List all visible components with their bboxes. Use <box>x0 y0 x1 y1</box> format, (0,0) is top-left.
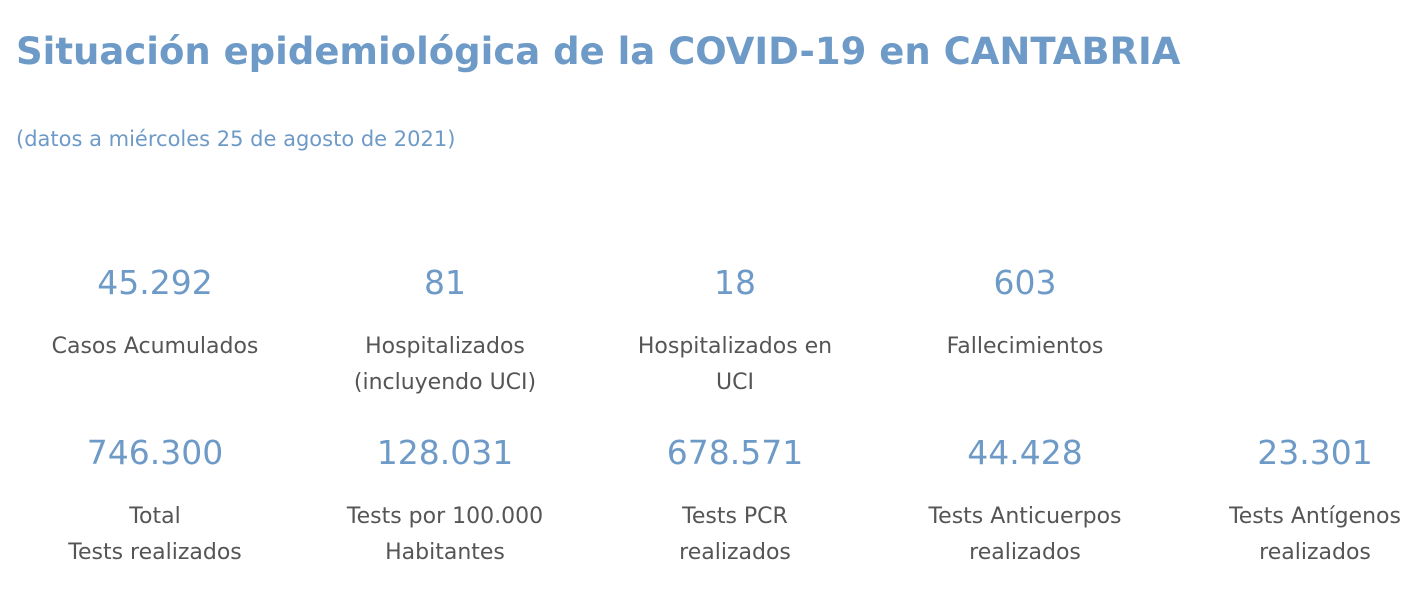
page-subtitle: (datos a miércoles 25 de agosto de 2021) <box>16 127 456 151</box>
stat-label-line: Tests PCR <box>682 504 788 529</box>
stat-value: 128.031 <box>376 433 514 472</box>
stat-label: Hospitalizados en UCI <box>590 329 880 401</box>
stat-label: Casos Acumulados <box>10 329 300 365</box>
stat-label-line: Tests Antígenos <box>1229 504 1401 529</box>
stat-label: Hospitalizados (incluyendo UCI) <box>300 329 590 401</box>
stat-label-line: Fallecimientos <box>946 334 1104 359</box>
stat-label-line: UCI <box>716 370 754 395</box>
stat-label-line: Tests realizados <box>68 540 242 565</box>
stat-card: 128.031 Tests por 100.000 Habitantes <box>300 433 590 571</box>
stat-label: Tests por 100.000 Habitantes <box>300 499 590 571</box>
stat-label-line: Total <box>129 504 181 529</box>
stat-card: 603 Fallecimientos <box>880 263 1170 365</box>
stat-label-line: realizados <box>679 540 791 565</box>
stat-card: 45.292 Casos Acumulados <box>10 263 300 365</box>
stat-value: 603 <box>993 263 1057 302</box>
stat-label: Total Tests realizados <box>10 499 300 571</box>
stat-value: 44.428 <box>967 433 1083 472</box>
stat-label-line: Hospitalizados <box>365 334 525 359</box>
stat-value: 23.301 <box>1257 433 1373 472</box>
stat-label-line: Tests por 100.000 <box>346 504 544 529</box>
stat-card: 81 Hospitalizados (incluyendo UCI) <box>300 263 590 401</box>
stat-label: Tests Antígenos realizados <box>1170 499 1428 571</box>
stat-label: Tests Anticuerpos realizados <box>880 499 1170 571</box>
stat-label-line: Casos Acumulados <box>51 334 259 359</box>
stat-label-line: Habitantes <box>385 540 505 565</box>
stat-card: 44.428 Tests Anticuerpos realizados <box>880 433 1170 571</box>
stat-label-line: realizados <box>969 540 1081 565</box>
stat-card: 678.571 Tests PCR realizados <box>590 433 880 571</box>
page-title: Situación epidemiológica de la COVID-19 … <box>16 30 1181 73</box>
stat-label: Tests PCR realizados <box>590 499 880 571</box>
stat-label-line: Hospitalizados en <box>637 334 833 359</box>
stat-label-line: Tests Anticuerpos <box>928 504 1122 529</box>
stat-card: 18 Hospitalizados en UCI <box>590 263 880 401</box>
stat-value: 18 <box>714 263 756 302</box>
stat-card: 23.301 Tests Antígenos realizados <box>1170 433 1428 571</box>
stat-card: 746.300 Total Tests realizados <box>10 433 300 571</box>
stat-label-line: (incluyendo UCI) <box>353 370 537 395</box>
stat-value: 45.292 <box>97 263 213 302</box>
stat-value: 81 <box>424 263 466 302</box>
stat-value: 746.300 <box>86 433 224 472</box>
stat-label: Fallecimientos <box>880 329 1170 365</box>
stat-label-line: realizados <box>1259 540 1371 565</box>
stat-value: 678.571 <box>666 433 804 472</box>
